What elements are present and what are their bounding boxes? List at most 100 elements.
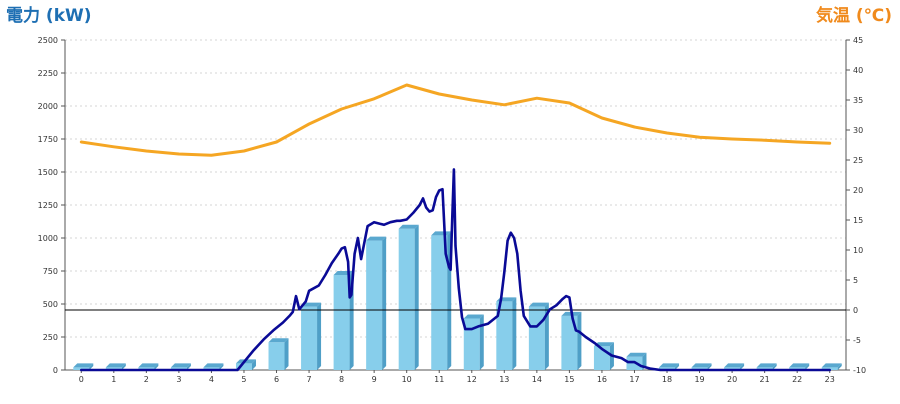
- bar-top: [203, 363, 224, 368]
- x-tick-label: 5: [241, 375, 246, 384]
- bar: [659, 363, 680, 370]
- x-tick-label: 13: [499, 375, 509, 384]
- bar-side: [479, 314, 484, 370]
- x-tick-label: 22: [792, 375, 802, 384]
- bar-top: [73, 363, 94, 368]
- bar-side: [121, 363, 126, 370]
- x-tick-label: 7: [307, 375, 312, 384]
- bar: [170, 363, 191, 370]
- bar-top: [528, 302, 549, 307]
- bar-top: [463, 314, 484, 319]
- y-right-tick-label: 45: [853, 36, 863, 45]
- bar-side: [284, 338, 289, 370]
- bar-top: [398, 224, 419, 229]
- bar: [366, 236, 387, 370]
- bar-side: [186, 363, 191, 370]
- bar-front: [170, 367, 187, 370]
- x-tick-label: 2: [144, 375, 149, 384]
- bar-top: [301, 302, 322, 307]
- bar-front: [203, 367, 220, 370]
- x-tick-label: 6: [274, 375, 279, 384]
- bar-top: [691, 363, 712, 368]
- bar-top: [626, 352, 647, 357]
- bar-side: [154, 363, 159, 370]
- y-right-tick-label: -10: [853, 366, 866, 375]
- bar-front: [756, 367, 773, 370]
- x-tick-label: 0: [79, 375, 84, 384]
- bar-top: [268, 338, 289, 343]
- y-left-tick-label: 1250: [38, 201, 58, 210]
- temperature-line: [79, 83, 832, 157]
- bar: [138, 363, 159, 370]
- bar-top: [431, 231, 452, 236]
- x-tick-label: 15: [564, 375, 574, 384]
- bar: [463, 314, 484, 370]
- x-tick-label: 4: [209, 375, 214, 384]
- bar-top: [789, 363, 810, 368]
- bar-side: [317, 302, 322, 370]
- y-left-tick-label: 2000: [38, 102, 58, 111]
- x-tick-label: 18: [662, 375, 672, 384]
- y-left-tick-label: 500: [43, 300, 58, 309]
- bar: [203, 363, 224, 370]
- bar-top: [724, 363, 745, 368]
- bar: [821, 363, 842, 370]
- bar: [756, 363, 777, 370]
- bar: [528, 302, 549, 370]
- bar-top: [105, 363, 126, 368]
- bar: [398, 224, 419, 370]
- bar-top: [659, 363, 680, 368]
- y-right-tick-label: 15: [853, 216, 863, 225]
- y-right-tick-label: 5: [853, 276, 858, 285]
- bar: [496, 297, 517, 370]
- bar-front: [561, 315, 578, 370]
- bar-top: [366, 236, 387, 241]
- bar-side: [89, 363, 94, 370]
- y-right-tick-label: 25: [853, 156, 863, 165]
- bar-side: [740, 363, 745, 370]
- x-tick-label: 12: [467, 375, 477, 384]
- bar-side: [544, 302, 549, 370]
- bar-front: [138, 367, 155, 370]
- y-left-tick-label: 1000: [38, 234, 58, 243]
- bar-side: [512, 297, 517, 370]
- bar-front: [301, 306, 318, 370]
- bar-front: [463, 318, 480, 370]
- bar-front: [235, 363, 252, 370]
- bar-side: [382, 236, 387, 370]
- y-left-axis-title: 電力 (kW): [6, 6, 92, 26]
- bar-front: [528, 306, 545, 370]
- bar-side: [219, 363, 224, 370]
- bar-front: [821, 367, 838, 370]
- bar: [561, 311, 582, 370]
- x-tick-label: 8: [339, 375, 344, 384]
- bar: [724, 363, 745, 370]
- x-tick-label: 14: [532, 375, 542, 384]
- y-right-tick-label: 20: [853, 186, 863, 195]
- bar-front: [366, 240, 383, 370]
- bar: [105, 363, 126, 370]
- y-left-tick-label: 1750: [38, 135, 58, 144]
- bar-front: [724, 367, 741, 370]
- y-right-tick-label: 40: [853, 66, 863, 75]
- y-left-tick-label: 2250: [38, 69, 58, 78]
- y-right-tick-label: 0: [853, 306, 858, 315]
- bar-side: [772, 363, 777, 370]
- x-tick-label: 20: [727, 375, 737, 384]
- bar-front: [73, 367, 90, 370]
- bar-side: [805, 363, 810, 370]
- bar-front: [659, 367, 676, 370]
- bar-side: [707, 363, 712, 370]
- bar: [333, 270, 354, 370]
- bar-front: [398, 228, 415, 370]
- bar: [73, 363, 94, 370]
- x-tick-label: 21: [760, 375, 770, 384]
- bar-front: [496, 301, 513, 370]
- x-tick-label: 16: [597, 375, 607, 384]
- bar-front: [789, 367, 806, 370]
- x-tick-label: 23: [825, 375, 835, 384]
- bar-front: [333, 274, 350, 370]
- bar-side: [577, 311, 582, 370]
